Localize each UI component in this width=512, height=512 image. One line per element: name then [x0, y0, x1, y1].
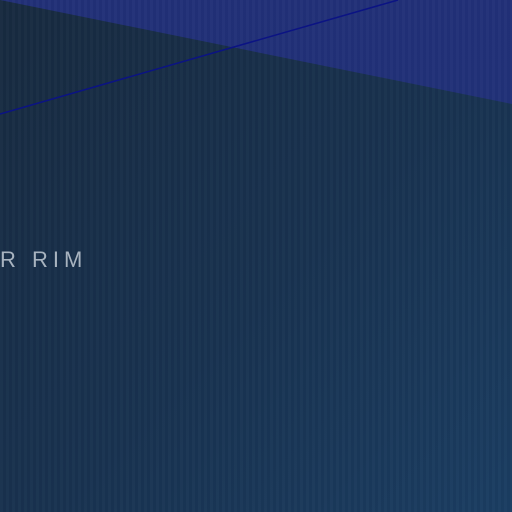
partial-title-label: R RIM: [0, 247, 88, 272]
